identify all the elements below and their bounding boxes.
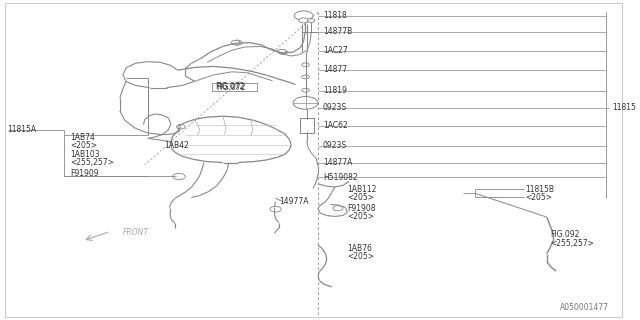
Circle shape xyxy=(333,206,343,211)
Circle shape xyxy=(232,40,240,45)
Circle shape xyxy=(232,40,242,45)
Text: 14977A: 14977A xyxy=(279,197,308,206)
Text: <205>: <205> xyxy=(348,212,374,221)
Text: <255,257>: <255,257> xyxy=(550,239,594,248)
Text: 11819: 11819 xyxy=(323,86,347,95)
Text: <205>: <205> xyxy=(70,141,97,150)
FancyBboxPatch shape xyxy=(300,118,314,133)
Text: FRONT: FRONT xyxy=(123,228,149,237)
Text: 1AB74: 1AB74 xyxy=(70,133,95,142)
Circle shape xyxy=(293,97,318,109)
Circle shape xyxy=(299,18,308,23)
Circle shape xyxy=(294,11,313,20)
Text: 1AC62: 1AC62 xyxy=(323,121,348,130)
Circle shape xyxy=(279,50,287,54)
Circle shape xyxy=(302,63,309,67)
Text: 0923S: 0923S xyxy=(323,141,347,150)
Text: 1AB42: 1AB42 xyxy=(164,141,189,150)
Text: FIG.072: FIG.072 xyxy=(216,83,246,92)
Circle shape xyxy=(278,49,286,54)
Text: 1AB76: 1AB76 xyxy=(348,244,372,253)
Text: 11818: 11818 xyxy=(323,11,347,20)
Text: 11815: 11815 xyxy=(612,103,636,112)
Circle shape xyxy=(173,173,185,180)
Text: <205>: <205> xyxy=(348,193,374,202)
Circle shape xyxy=(270,206,281,212)
Text: F91909: F91909 xyxy=(70,169,99,178)
Text: A050001477: A050001477 xyxy=(560,303,609,312)
FancyBboxPatch shape xyxy=(212,83,257,91)
Circle shape xyxy=(177,124,185,129)
Text: FIG.072: FIG.072 xyxy=(215,82,244,91)
Text: F91908: F91908 xyxy=(348,204,376,213)
Circle shape xyxy=(307,19,315,22)
Text: 14877A: 14877A xyxy=(323,158,353,167)
Text: 1AC27: 1AC27 xyxy=(323,46,348,55)
Text: 0923S: 0923S xyxy=(323,103,347,112)
Text: <205>: <205> xyxy=(348,252,374,261)
Text: H519082: H519082 xyxy=(323,173,358,182)
Circle shape xyxy=(302,75,309,79)
Text: 14877B: 14877B xyxy=(323,27,352,36)
Text: <255,257>: <255,257> xyxy=(70,158,114,167)
Text: 11815A: 11815A xyxy=(8,125,36,134)
Text: 11815B: 11815B xyxy=(525,185,554,194)
Circle shape xyxy=(302,88,309,92)
Text: FIG.092: FIG.092 xyxy=(550,230,579,239)
Text: 14877: 14877 xyxy=(323,65,347,74)
Text: <205>: <205> xyxy=(525,193,552,202)
Text: 1AB112: 1AB112 xyxy=(348,185,377,194)
Text: 1AB103: 1AB103 xyxy=(70,150,100,159)
